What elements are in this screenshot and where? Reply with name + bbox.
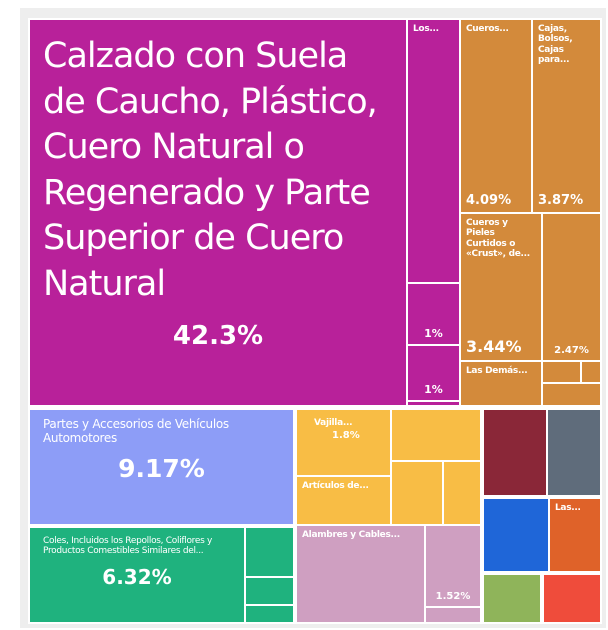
treemap-cell: [484, 499, 548, 571]
treemap-cell: [246, 528, 293, 576]
value-label: 3.87%: [538, 193, 584, 208]
treemap-cell: [543, 384, 600, 405]
treemap-cell: [408, 402, 459, 405]
treemap-cell: Cueros y Pieles Curtidos o «Crust», de..…: [461, 214, 541, 360]
value-label: 3.44%: [466, 337, 522, 356]
treemap-cell: Calzado con Suela de Caucho, Plástico, C…: [30, 20, 406, 405]
treemap-cell: [246, 606, 293, 622]
treemap-cell: Las Demás...: [461, 362, 541, 405]
treemap-cell: [484, 410, 546, 495]
cell-label: Alambres y Cables...: [302, 530, 400, 540]
treemap-cell: 1%: [408, 346, 459, 400]
treemap-cell: Vajilla... 1.8%: [297, 410, 390, 475]
treemap-cell: 2.47%: [543, 214, 600, 360]
cell-label: Vajilla...: [314, 418, 353, 428]
treemap-cell: [582, 362, 600, 382]
value-label: 1.52%: [435, 591, 471, 602]
treemap-cell: [444, 462, 480, 524]
treemap-cell: Los...: [408, 20, 459, 282]
treemap-cell: Coles, Incluidos los Repollos, Coliflore…: [30, 528, 244, 622]
treemap-cell: 1.52%: [426, 526, 480, 606]
treemap-cell: [392, 462, 442, 524]
treemap-cell: [426, 608, 480, 622]
cell-label: Cueros...: [466, 24, 509, 34]
cell-label: Artículos de...: [302, 481, 369, 491]
treemap-cell: [544, 575, 600, 622]
treemap-cell: Cueros... 4.09%: [461, 20, 531, 212]
cell-label: Cajas, Bolsos, Cajas para...: [538, 24, 573, 66]
value-label: 42.3%: [172, 321, 264, 351]
cell-label: Las...: [555, 503, 581, 513]
treemap-cell: Artículos de...: [297, 477, 390, 524]
treemap-cell: Alambres y Cables...: [297, 526, 424, 622]
treemap-cell: [392, 410, 480, 460]
treemap-cell: 1%: [408, 284, 459, 344]
cell-label: Coles, Incluidos los Repollos, Coliflore…: [43, 536, 213, 557]
value-label: 2.47%: [554, 345, 589, 356]
treemap-cell: Las...: [550, 499, 600, 571]
treemap-cell: Partes y Accesorios de Vehículos Automot…: [30, 410, 293, 524]
value-label: 1.8%: [332, 430, 360, 442]
cell-label: Las Demás...: [466, 366, 528, 376]
cell-label: Calzado con Suela de Caucho, Plástico, C…: [43, 36, 378, 304]
value-label: 6.32%: [102, 564, 172, 589]
treemap-cell: [543, 362, 580, 382]
value-label: 4.09%: [466, 193, 512, 208]
value-label: 9.17%: [118, 453, 205, 483]
treemap-cell: Cajas, Bolsos, Cajas para... 3.87%: [533, 20, 600, 212]
treemap-cell: [246, 578, 293, 604]
cell-label: Partes y Accesorios de Vehículos Automot…: [43, 417, 229, 445]
value-label: 1%: [424, 327, 443, 340]
value-label: 1%: [424, 383, 443, 396]
cell-label: Cueros y Pieles Curtidos o «Crust», de..…: [466, 218, 530, 260]
treemap-cell: [548, 410, 600, 495]
treemap-cell: [484, 575, 540, 622]
cell-label: Los...: [413, 24, 439, 34]
